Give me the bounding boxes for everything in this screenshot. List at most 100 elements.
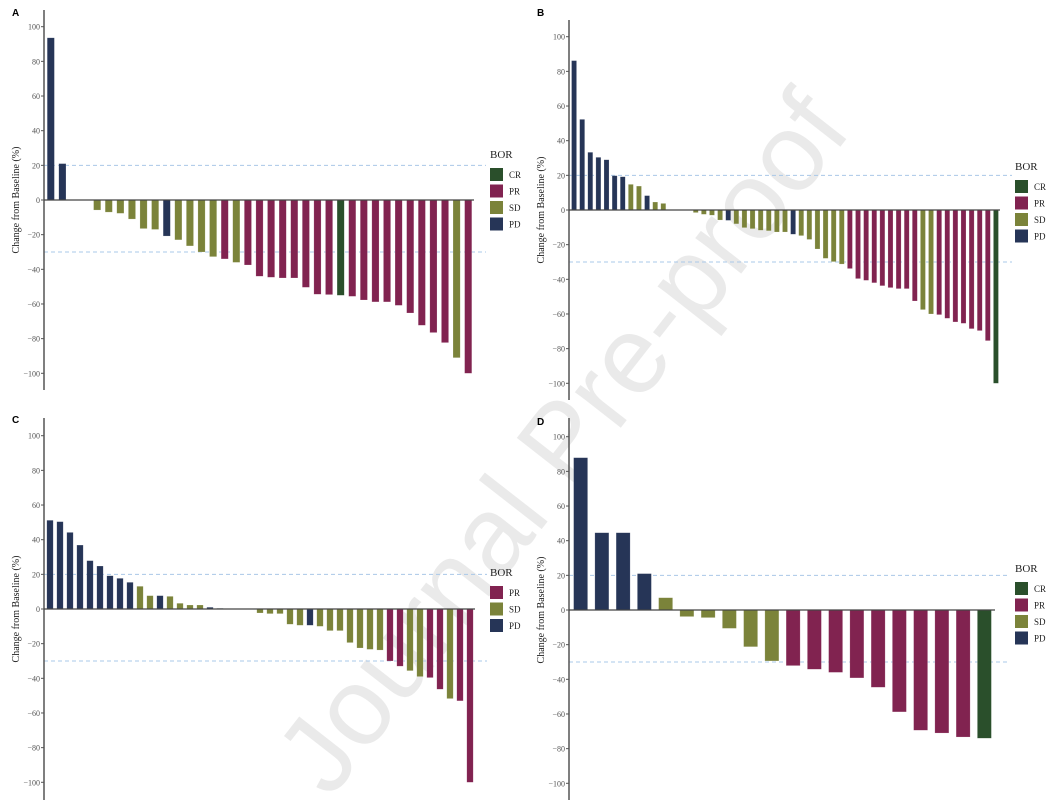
y-tick-label: −40 [552,275,565,284]
bar-pr [955,609,971,738]
y-tick-label: 80 [32,466,40,475]
legend-label-pr: PR [509,588,520,598]
bar-pr [870,609,886,688]
y-tick-label: 0 [561,206,565,215]
bar-sd [764,609,780,662]
y-tick-label: 0 [36,605,40,614]
bar-pr [849,609,865,679]
bar-sd [679,609,695,617]
y-tick-label: 20 [32,570,40,579]
legend-swatch-cr [1015,582,1028,595]
bar-sd [798,209,804,236]
bar-pd [725,209,731,221]
panel-label: B [537,8,544,19]
bar-sd [186,199,194,247]
bar-pr [464,199,473,374]
y-tick-label: −100 [548,379,565,388]
bar-sd [830,209,837,262]
bar-sd [286,608,294,625]
bar-pr [912,209,918,302]
bar-sd [636,185,642,211]
bar-pr [456,608,464,702]
legend-title: BOR [490,149,513,161]
legend-swatch-sd [1015,213,1028,226]
y-tick-label: 60 [32,501,40,510]
bar-pd [96,565,104,610]
y-tick-label: 60 [32,92,40,101]
y-tick-label: 100 [553,433,565,442]
bar-pd [306,608,314,626]
bar-sd [174,199,183,241]
bar-pd [603,159,610,211]
bar-pr [394,199,403,306]
bar-pd [594,532,610,611]
bar-sd [452,199,461,358]
bar-pd [56,521,64,610]
bar-sd [806,209,813,240]
bar-sd [660,203,667,211]
bar-cr [977,609,992,739]
y-tick-label: 100 [28,432,40,441]
y-axis-label: Change from Baseline (%) [11,147,22,254]
y-tick-label: 20 [557,571,565,580]
panel-label: C [12,415,19,426]
y-tick-label: 40 [557,537,565,546]
y-tick-label: −20 [552,241,565,250]
bar-pd [637,573,652,611]
panel-label: A [12,8,19,19]
legend-label-pd: PD [1034,634,1046,644]
bar-sd [209,199,217,257]
y-tick-label: 20 [557,171,565,180]
bar-sd [116,199,125,214]
bar-sd [700,609,716,618]
legend-label-cr: CR [1034,584,1046,594]
bar-pd [106,575,114,610]
y-tick-label: −80 [27,335,40,344]
y-tick-label: −100 [23,369,40,378]
legend-swatch-pd [1015,631,1028,645]
y-tick-label: −60 [27,300,40,309]
y-axis-label: Change from Baseline (%) [536,157,547,264]
bar-sd [709,209,715,216]
bar-sd [722,609,737,629]
bar-pr [466,608,474,783]
bar-pr [903,209,910,289]
bar-sd [376,608,384,651]
bar-sd [822,209,829,259]
bar-sd [104,199,113,213]
y-tick-label: −60 [27,709,40,718]
bar-pd [579,119,585,211]
bar-pr [863,209,869,281]
bar-cr [336,199,345,296]
y-tick-label: 20 [32,161,40,170]
y-tick-label: −60 [552,310,565,319]
bar-pr [892,609,907,713]
bar-pr [887,209,894,288]
y-tick-label: 60 [557,102,565,111]
bar-pr [807,609,822,670]
y-tick-label: 100 [553,33,565,42]
y-tick-label: −20 [27,640,40,649]
y-tick-label: 80 [557,467,565,476]
bar-sd [276,608,284,614]
bar-pr [785,609,801,666]
legend-label-cr: CR [509,170,521,180]
bar-pr [267,199,275,278]
bar-sd [766,209,772,232]
bar-sd [416,608,424,677]
y-tick-label: −80 [552,745,565,754]
legend-label-pr: PR [1034,601,1045,611]
bar-sd [266,608,274,614]
bar-pr [968,209,975,329]
bar-pr [220,199,229,260]
bar-sd [652,201,658,211]
legend-swatch-sd [1015,615,1028,628]
bar-pr [985,209,991,341]
y-axis-label: Change from Baseline (%) [11,556,22,663]
bar-pd [611,175,618,211]
bar-sd [814,209,821,250]
y-tick-label: −20 [552,641,565,650]
y-tick-label: 40 [32,127,40,136]
y-tick-label: −100 [548,779,565,788]
y-tick-label: −80 [552,345,565,354]
